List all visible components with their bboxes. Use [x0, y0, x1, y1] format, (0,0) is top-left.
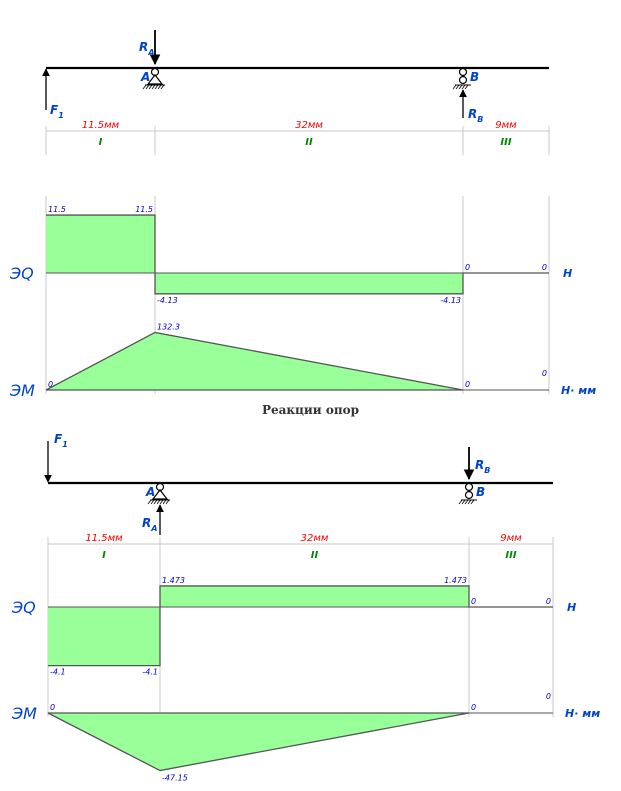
m-value-label: 0 — [546, 692, 551, 701]
support-b-pin-bottom — [464, 490, 474, 500]
support-a-hatch — [151, 84, 156, 90]
span-length-label: 9мм — [500, 533, 522, 544]
q-value-label: 1.473 — [162, 576, 185, 585]
support-a-hatch — [154, 84, 159, 90]
q-value-label: -4.1 — [50, 668, 66, 677]
reaction-ra-label: RA — [142, 516, 157, 533]
m-value-label: 132.3 — [157, 322, 180, 331]
m-value-label: -47.15 — [162, 774, 188, 783]
q-value-label: 0 — [542, 263, 547, 272]
support-b-hatch — [455, 84, 460, 90]
q-unit-label: Н — [563, 267, 572, 280]
reaction-rb-label: RB — [475, 458, 490, 475]
m-value-label: 0 — [465, 380, 470, 389]
support-a-hatch — [142, 84, 147, 90]
support-b-hatch — [470, 499, 475, 505]
span-length-label: 32мм — [295, 120, 323, 131]
section-title: Реакции опор — [261, 403, 360, 417]
span-length-label: 32мм — [301, 533, 329, 544]
support-a-hatch — [159, 499, 164, 505]
support-a-triangle — [151, 489, 169, 500]
support-a-hatch — [157, 84, 162, 90]
m-unit-label: Н· мм — [561, 384, 596, 397]
support-b-hatch — [458, 499, 463, 505]
support-a-hatch — [148, 84, 153, 90]
reaction-ra-label: RA — [139, 40, 154, 57]
q-diagram-label: ЭQ — [9, 264, 34, 283]
q-fill-section-2 — [160, 585, 469, 607]
m-value-label: 0 — [471, 703, 476, 712]
m-unit-label: Н· мм — [565, 707, 600, 720]
support-b-hatch — [458, 84, 463, 90]
force-f1-label: F1 — [50, 103, 64, 120]
support-a-hatch — [162, 499, 167, 505]
section-label: II — [305, 137, 313, 148]
m-fill — [47, 712, 470, 772]
q-value-label: 0 — [546, 597, 551, 606]
support-a-hatch — [145, 84, 150, 90]
section-label: III — [500, 137, 511, 148]
section-label: II — [311, 550, 319, 561]
diagram-2: A B F1 RA RB 11.5мм I 32мм II 9мм III ЭQ Н -4.1 -4.1 1.… — [11, 432, 600, 783]
q-value-label: 0 — [471, 597, 476, 606]
q-value-label: -4.1 — [142, 668, 158, 677]
m-value-label: 0 — [542, 369, 547, 378]
support-a-label: A — [145, 485, 155, 499]
support-a-label: A — [140, 70, 150, 84]
q-fill-section-2 — [155, 273, 463, 294]
span-length-label: 11.5мм — [82, 120, 120, 131]
q-value-label: 11.5 — [135, 205, 153, 214]
support-b-hatch — [464, 499, 469, 505]
diagram-1: A B F1 RA RB 11.5мм I 32мм II 9мм III ЭQ Н 11.5 11.5 -4… — [9, 30, 596, 400]
section-label: I — [99, 137, 103, 148]
m-value-label: 0 — [48, 380, 53, 389]
support-a-hatch — [150, 499, 155, 505]
support-a-hatch — [160, 84, 165, 90]
support-b-pin-bottom — [458, 75, 468, 85]
q-value-label: 11.5 — [48, 205, 66, 214]
span-length-label: 9мм — [495, 120, 517, 131]
m-fill — [45, 331, 464, 391]
q-value-label: 0 — [465, 263, 470, 272]
support-a-triangle — [146, 74, 164, 85]
support-a-hatch — [147, 499, 152, 505]
q-unit-label: Н — [567, 601, 576, 614]
q-value-label: -4.13 — [440, 296, 461, 305]
q-value-label: 1.473 — [444, 576, 467, 585]
section-label: III — [505, 550, 516, 561]
support-b-label: B — [470, 70, 479, 84]
span-length-label: 11.5мм — [85, 533, 123, 544]
m-value-label: 0 — [50, 703, 55, 712]
q-diagram-label: ЭQ — [11, 598, 36, 617]
q-fill-section-1 — [48, 607, 160, 666]
q-value-label: -4.13 — [157, 296, 178, 305]
q-fill-section-1 — [46, 215, 155, 273]
support-b-hatch — [461, 499, 466, 505]
force-f1-label: F1 — [54, 432, 68, 449]
support-b-pin-top — [464, 482, 474, 492]
support-b-hatch — [452, 84, 457, 90]
m-diagram-label: ЭМ — [11, 704, 37, 723]
m-diagram-label: ЭМ — [9, 381, 35, 400]
support-b-hatch — [461, 84, 466, 90]
support-a-hatch — [156, 499, 161, 505]
support-a-hatch — [165, 499, 170, 505]
support-a-hatch — [153, 499, 158, 505]
reaction-rb-label: RB — [468, 107, 483, 124]
section-label: I — [102, 550, 106, 561]
support-b-label: B — [476, 485, 485, 499]
support-b-pin-top — [458, 67, 468, 77]
support-b-hatch — [467, 499, 472, 505]
support-b-hatch — [464, 84, 469, 90]
